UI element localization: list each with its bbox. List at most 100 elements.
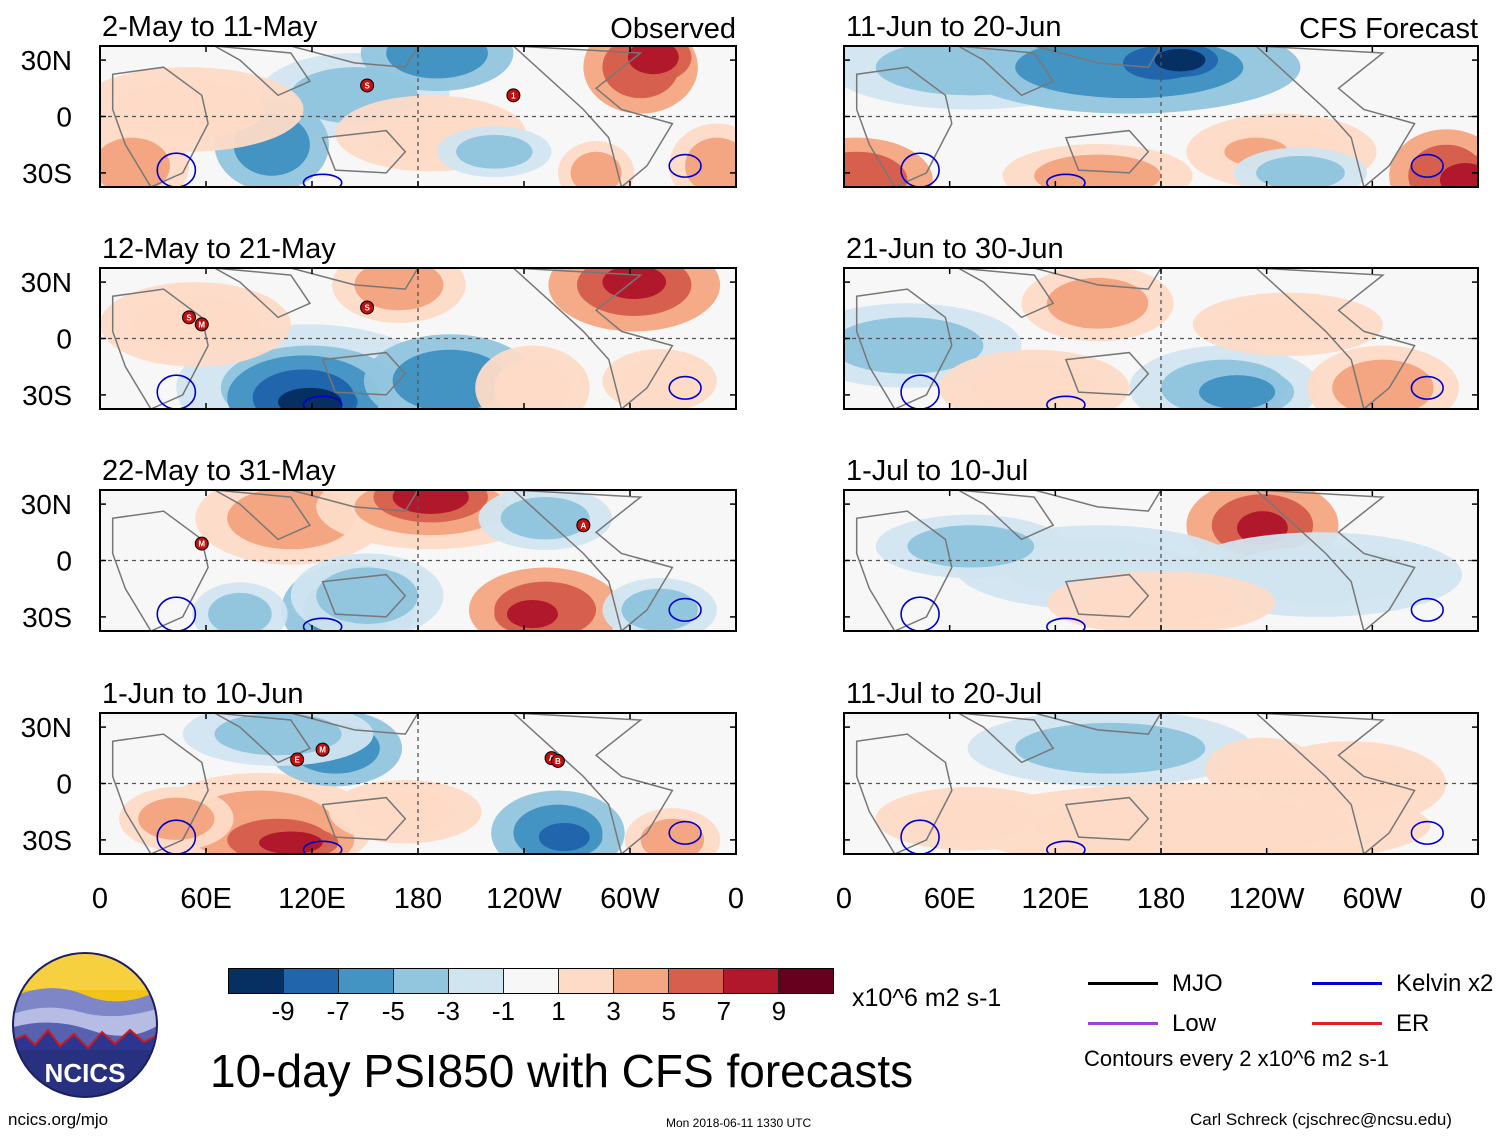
panel-date-range: 21-Jun to 30-Jun — [846, 233, 1064, 265]
colorbar-tick-label: -9 — [271, 996, 295, 1026]
psi-anomaly-core — [1046, 277, 1149, 329]
storm-marker-label: B — [555, 757, 561, 766]
psi-anomaly-core — [1256, 155, 1345, 187]
colorbar-swatch — [614, 969, 669, 993]
colorbar-tick-label: 7 — [716, 996, 732, 1026]
coastline — [1064, 796, 1150, 841]
psi-anomaly-core — [1154, 48, 1206, 72]
panel-date-range: 2-May to 11-May — [102, 11, 318, 43]
lon-label: 60W — [600, 883, 660, 915]
psi-anomaly-core — [354, 790, 457, 833]
colorbar-tick-label: -7 — [326, 996, 350, 1026]
lat-label: 30S — [22, 380, 72, 411]
coastline — [214, 268, 312, 319]
coastline — [290, 268, 419, 290]
coastline — [1254, 268, 1416, 409]
lon-label: 180 — [1137, 883, 1185, 915]
kelvin-contour — [668, 597, 702, 622]
lat-label: 0 — [56, 546, 72, 577]
footer-author: Carl Schreck (cjschrec@ncsu.edu) — [1190, 1110, 1452, 1129]
psi-anomaly-core — [278, 387, 342, 409]
coastline — [321, 351, 407, 396]
lat-label: 30N — [21, 45, 72, 76]
tropical-cyclone-icon — [182, 310, 197, 325]
kelvin-contour — [302, 395, 343, 409]
psi-anomaly-core — [538, 822, 590, 852]
lon-label: 0 — [92, 883, 108, 915]
coastline — [1254, 713, 1416, 854]
legend-label: ER — [1396, 1010, 1430, 1037]
svg-text:NCICS: NCICS — [45, 1058, 126, 1088]
kelvin-contour — [302, 617, 343, 631]
panel-date-range: 1-Jun to 10-Jun — [102, 678, 304, 710]
colorbar-swatch — [339, 969, 394, 993]
psi-anomaly-core — [621, 588, 698, 631]
psi-anomaly-core — [1199, 375, 1276, 409]
map-panel: 21-Jun to 30-Jun — [843, 233, 1479, 410]
coastline — [1254, 46, 1416, 187]
colorbar-swatch — [449, 969, 504, 993]
panel-date-range: 22-May to 31-May — [102, 455, 336, 487]
legend-label: Kelvin x2 — [1396, 970, 1494, 997]
tropical-cyclone-icon — [550, 753, 565, 768]
psi-anomaly-core — [1015, 722, 1206, 774]
kelvin-contour — [156, 152, 197, 187]
ncics-logo: NCICS — [12, 952, 158, 1098]
psi-anomaly-core — [602, 268, 667, 300]
lon-label: 0 — [836, 883, 852, 915]
kelvin-contour — [668, 153, 702, 178]
legend-line — [1088, 1022, 1158, 1025]
coastline — [1034, 713, 1162, 735]
footer-timestamp: Mon 2018-06-11 1330 UTC — [666, 1116, 812, 1130]
coastline — [855, 288, 953, 409]
psi-anomaly-core — [138, 797, 215, 840]
coastline — [290, 46, 419, 68]
coastline — [290, 713, 419, 735]
colorbar-swatch — [779, 969, 833, 993]
psi-anomaly-core — [685, 137, 736, 187]
map-panel: 1-Jul to 10-Jul — [843, 455, 1479, 632]
coastline — [321, 573, 407, 618]
coastline — [111, 733, 209, 854]
lat-label: 30N — [21, 712, 72, 743]
tropical-cyclone-icon — [194, 536, 209, 551]
psi-anomaly-core — [1439, 163, 1478, 187]
lon-label: 180 — [394, 883, 442, 915]
kelvin-contour — [900, 596, 940, 631]
map-panel: EMAB30N030S1-Jun to 10-Jun — [21, 678, 737, 856]
coastline — [512, 46, 674, 187]
psi-anomaly-core — [907, 797, 1035, 840]
kelvin-contour — [668, 375, 702, 400]
coastline — [111, 288, 209, 409]
storm-marker-label: E — [294, 756, 300, 765]
storm-marker-label: A — [580, 521, 586, 530]
footer-url[interactable]: ncics.org/mjo — [8, 1110, 109, 1129]
panel-type-label: Observed — [610, 13, 736, 45]
kelvin-contour — [1410, 820, 1444, 845]
kelvin-contour — [900, 819, 940, 854]
storm-marker-label: S — [186, 313, 192, 322]
figure-title: 10-day PSI850 with CFS forecasts — [210, 1045, 914, 1097]
legend-label: MJO — [1172, 970, 1223, 997]
kelvin-contour — [1410, 375, 1444, 400]
coastline — [321, 129, 407, 174]
kelvin-contour — [302, 173, 343, 187]
psi-anomaly-core — [386, 46, 488, 79]
panel-date-range: 11-Jun to 20-Jun — [846, 11, 1062, 43]
colorbar-tick-label: 1 — [551, 996, 566, 1026]
map-panel: 11-Jul to 20-Jul — [843, 678, 1479, 855]
kelvin-contour — [900, 152, 940, 187]
coastline — [1254, 490, 1416, 631]
coastline — [1034, 268, 1162, 290]
colorbar-tick-label: -1 — [491, 996, 516, 1026]
map-panel: M A 30N 0 30S 22-May to 31-May — [21, 455, 737, 633]
coastline — [111, 66, 209, 187]
coastline — [855, 733, 953, 854]
tropical-cyclone-icon — [360, 300, 375, 315]
kelvin-contour — [156, 596, 197, 631]
coastline — [321, 796, 407, 841]
lat-label: 30N — [21, 267, 72, 298]
coastline — [512, 490, 674, 631]
lon-label: 120E — [1021, 883, 1089, 915]
kelvin-contour — [1046, 173, 1086, 187]
